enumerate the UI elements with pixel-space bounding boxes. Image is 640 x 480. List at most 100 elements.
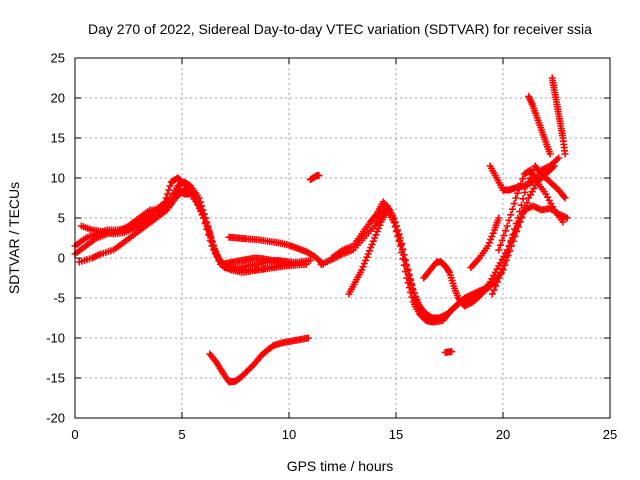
data-point-marker	[365, 247, 373, 255]
series-arc-n	[486, 154, 563, 194]
data-point-marker	[555, 154, 563, 162]
data-series	[71, 74, 571, 386]
data-point-marker	[163, 190, 171, 198]
data-point-marker	[166, 182, 174, 190]
data-point-marker	[507, 236, 515, 244]
x-axis-label: GPS time / hours	[287, 458, 394, 474]
data-point-marker	[403, 274, 411, 282]
data-point-marker	[495, 274, 503, 282]
data-point-marker	[515, 184, 523, 192]
data-point-marker	[492, 282, 500, 290]
data-point-marker	[194, 201, 202, 209]
grid	[75, 58, 610, 418]
data-point-marker	[484, 242, 492, 250]
data-point-marker	[493, 278, 501, 286]
data-point-marker	[208, 242, 216, 250]
series-arc-f	[206, 334, 312, 386]
data-point-marker	[399, 255, 407, 263]
data-point-marker	[404, 279, 412, 287]
data-point-marker	[523, 199, 531, 207]
data-point-marker	[495, 214, 503, 222]
data-point-marker	[500, 232, 508, 240]
data-point-marker	[407, 280, 415, 288]
data-point-marker	[410, 289, 418, 297]
data-point-marker	[561, 194, 569, 202]
data-point-marker	[161, 198, 169, 206]
data-point-marker	[488, 232, 496, 240]
data-point-marker	[401, 268, 409, 276]
data-point-marker	[358, 266, 366, 274]
data-point-marker	[489, 229, 497, 237]
data-point-marker	[408, 293, 416, 301]
series-arc-q	[525, 92, 554, 158]
data-point-marker	[500, 259, 508, 267]
data-point-marker	[306, 256, 314, 264]
data-point-marker	[509, 231, 517, 239]
data-point-marker	[490, 286, 498, 294]
y-tick-label: 0	[58, 251, 65, 266]
data-point-marker	[165, 186, 173, 194]
series-arc-p	[488, 162, 569, 298]
data-point-marker	[405, 284, 413, 292]
data-point-marker	[512, 220, 520, 228]
series-arc-r	[548, 74, 569, 158]
y-tick-label: -5	[53, 291, 65, 306]
data-point-marker	[505, 242, 513, 250]
data-point-marker	[376, 221, 384, 229]
data-point-marker	[507, 211, 515, 219]
data-point-marker	[213, 253, 221, 261]
data-point-marker	[563, 214, 571, 222]
y-tick-label: 15	[51, 131, 65, 146]
x-tick-label: 20	[496, 427, 510, 442]
data-point-marker	[496, 241, 504, 249]
data-point-marker	[510, 200, 518, 208]
data-point-marker	[514, 214, 522, 222]
data-point-marker	[512, 194, 520, 202]
data-point-marker	[368, 240, 376, 248]
data-point-marker	[505, 216, 513, 224]
y-tick-label: -20	[46, 411, 65, 426]
x-tick-label: 0	[71, 427, 78, 442]
data-point-marker	[198, 211, 206, 219]
data-point-marker	[360, 260, 368, 268]
y-tick-label: 25	[51, 51, 65, 66]
series-arc-j	[345, 206, 436, 326]
data-point-marker	[396, 242, 404, 250]
data-point-marker	[374, 224, 382, 232]
data-point-marker	[400, 261, 408, 269]
data-point-marker	[559, 218, 567, 226]
data-point-marker	[203, 225, 211, 233]
data-point-marker	[511, 225, 519, 233]
axis-ticks: 0 5 10 15 20 25 -20 -15 -10 -5 0 5 10 15 20 25	[46, 51, 617, 443]
data-point-marker	[369, 237, 377, 245]
y-tick-label: 20	[51, 91, 65, 106]
chart-title: Day 270 of 2022, Sidereal Day-to-day VTE…	[88, 21, 592, 37]
data-point-marker	[302, 260, 310, 268]
data-point-marker	[488, 290, 496, 298]
data-point-marker	[487, 236, 495, 244]
plot-frame	[74, 57, 611, 419]
data-point-marker	[362, 256, 370, 264]
data-point-marker	[407, 288, 415, 296]
data-point-marker	[519, 195, 527, 203]
data-point-marker	[359, 263, 367, 271]
y-tick-label: 10	[51, 171, 65, 186]
data-point-marker	[514, 189, 522, 197]
data-point-marker	[524, 178, 532, 186]
data-point-marker	[285, 259, 293, 267]
data-point-marker	[517, 180, 525, 188]
data-point-marker	[516, 208, 524, 216]
data-point-marker	[521, 188, 529, 196]
data-point-marker	[398, 248, 406, 256]
data-point-marker	[526, 174, 534, 182]
data-point-marker	[519, 175, 527, 183]
y-tick-label: 5	[58, 211, 65, 226]
data-point-marker	[367, 244, 375, 252]
data-point-marker	[205, 231, 213, 239]
x-tick-label: 10	[282, 427, 296, 442]
y-tick-label: -15	[46, 371, 65, 386]
data-point-marker	[371, 234, 379, 242]
data-point-marker	[210, 246, 218, 254]
x-tick-label: 25	[603, 427, 617, 442]
